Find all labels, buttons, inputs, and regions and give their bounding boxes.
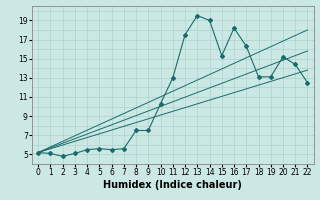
- X-axis label: Humidex (Indice chaleur): Humidex (Indice chaleur): [103, 180, 242, 190]
